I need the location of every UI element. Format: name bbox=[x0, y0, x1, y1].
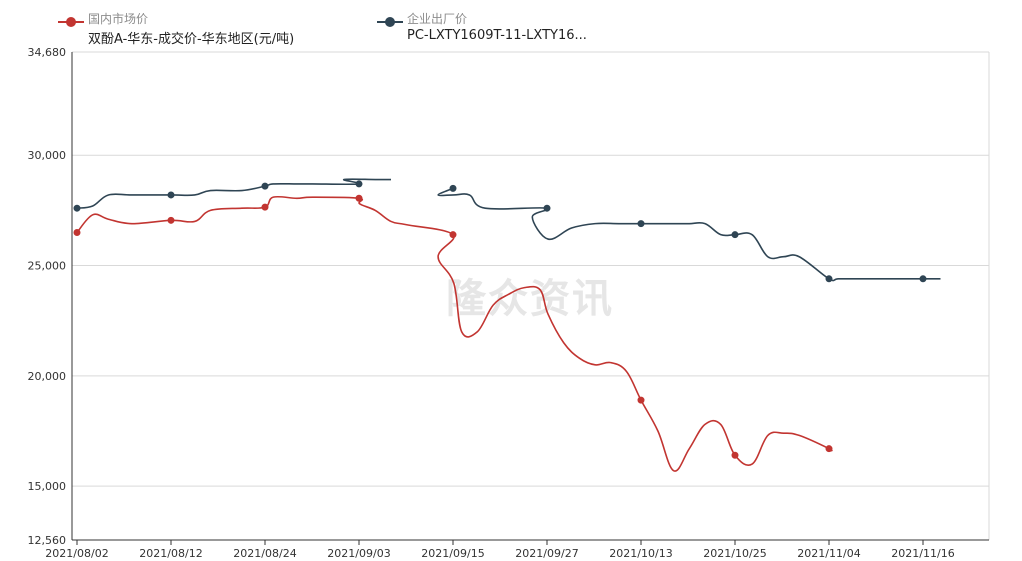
series-factory-price-point[interactable] bbox=[919, 275, 927, 283]
series-factory-price-point[interactable] bbox=[637, 220, 645, 228]
x-tick-label: 2021/09/15 bbox=[421, 547, 484, 560]
series-factory-price-point[interactable] bbox=[355, 180, 363, 188]
legend-marker-red bbox=[58, 17, 84, 27]
legend-category-label: 企业出厂价 bbox=[407, 12, 468, 26]
x-tick-label: 2021/11/16 bbox=[891, 547, 954, 560]
series-domestic-price-point[interactable] bbox=[449, 231, 457, 239]
series-domestic-price-point[interactable] bbox=[637, 396, 645, 404]
axes: 34,68030,00025,00020,00015,00012,5602021… bbox=[28, 46, 990, 560]
legend-marker-dark bbox=[377, 17, 403, 27]
x-tick-label: 2021/11/04 bbox=[797, 547, 860, 560]
watermark: 隆众资讯 bbox=[446, 276, 614, 322]
series-factory-price-point[interactable] bbox=[73, 204, 81, 212]
series-domestic-price-point[interactable] bbox=[731, 451, 739, 459]
series-domestic-price-line bbox=[76, 195, 833, 472]
x-tick-label: 2021/09/03 bbox=[327, 547, 390, 560]
y-tick-label: 15,000 bbox=[28, 480, 67, 493]
series-domestic-price-point[interactable] bbox=[167, 216, 175, 224]
x-tick-label: 2021/10/25 bbox=[703, 547, 766, 560]
series-domestic-price-point[interactable] bbox=[73, 228, 81, 236]
y-tick-label: 20,000 bbox=[28, 370, 67, 383]
legend-series-label: PC-LXTY1609T-11-LXTY16... bbox=[407, 28, 587, 43]
legend-category-label: 国内市场价 bbox=[88, 12, 149, 26]
y-tick-label: 12,560 bbox=[28, 534, 67, 547]
series-factory-price-line bbox=[76, 178, 391, 209]
x-tick-label: 2021/08/24 bbox=[233, 547, 296, 560]
x-tick-label: 2021/09/27 bbox=[515, 547, 578, 560]
series-factory-price-point[interactable] bbox=[543, 204, 551, 212]
y-tick-label: 30,000 bbox=[28, 149, 67, 162]
legend-series-label: 双酚A-华东-成交价-华东地区(元/吨) bbox=[88, 32, 295, 47]
x-tick-label: 2021/08/02 bbox=[45, 547, 108, 560]
x-tick-label: 2021/08/12 bbox=[139, 547, 202, 560]
series-factory-price-line bbox=[437, 187, 941, 282]
series-domestic-price-point[interactable] bbox=[261, 203, 269, 211]
y-tick-label: 25,000 bbox=[28, 260, 67, 273]
legend: 国内市场价 双酚A-华东-成交价-华东地区(元/吨) 企业出厂价 PC-LXTY… bbox=[0, 8, 1022, 48]
x-tick-label: 2021/10/13 bbox=[609, 547, 672, 560]
series-factory-price-point[interactable] bbox=[449, 184, 457, 192]
series-domestic-price-point[interactable] bbox=[825, 445, 833, 453]
series-factory-price-point[interactable] bbox=[825, 275, 833, 283]
series-factory-price-point[interactable] bbox=[261, 182, 269, 190]
y-tick-label: 34,680 bbox=[28, 46, 67, 59]
series-factory-price-point[interactable] bbox=[731, 231, 739, 239]
series-group bbox=[73, 178, 941, 472]
series-factory-price-point[interactable] bbox=[167, 191, 175, 199]
series-domestic-price-point[interactable] bbox=[355, 194, 363, 202]
